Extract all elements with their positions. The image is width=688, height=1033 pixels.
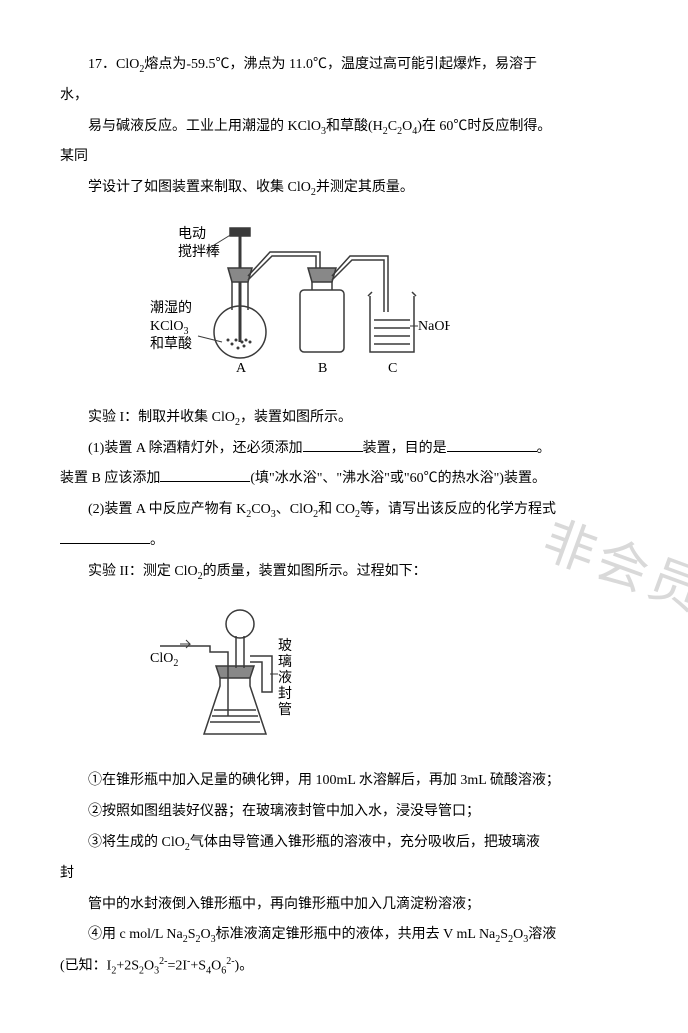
step1: ①在锥形瓶中加入足量的碘化钾，用 100mL 水溶解后，再加 3mL 硫酸溶液； [60, 766, 638, 797]
step6: (已知：I2+2S2O32-=2I-+S4O62-)。 [60, 951, 638, 982]
fig2-label-t1: 玻 [278, 638, 292, 654]
blank-3 [160, 467, 250, 482]
fig2-label-t2: 璃 [278, 653, 292, 670]
line-2: 水， [60, 81, 638, 112]
step4: 管中的水封液倒入锥形瓶中，再向锥形瓶中加入几滴淀粉溶液； [60, 890, 638, 921]
q2-line1: (2)装置 A 中反应产物有 K2CO3、ClO2和 CO2等，请写出该反应的化… [60, 495, 638, 526]
q1-line1: (1)装置 A 除酒精灯外，还必须添加装置，目的是。 [60, 434, 638, 465]
step2: ②按照如图组装好仪器；在玻璃液封管中加入水，浸没导管口； [60, 797, 638, 828]
fig1-label-motor: 电动 [178, 226, 206, 242]
fig1-label-stir: 搅拌棒 [178, 244, 220, 260]
exp2: 实验 II：测定 ClO2的质量，装置如图所示。过程如下： [60, 557, 638, 588]
fig2-label-t4: 封 [278, 686, 292, 702]
step3b: 封 [60, 859, 638, 890]
fig1-label-acid: 和草酸 [150, 336, 192, 352]
line-3: 易与碱液反应。工业上用潮湿的 KClO3和草酸(H2C2O4)在 60℃时反应制… [60, 112, 638, 143]
fig1-label-a: A [236, 361, 247, 376]
blank-2 [447, 437, 537, 452]
q2-line2: 。 [60, 526, 638, 557]
step5: ④用 c mol/L Na2S2O3标准液滴定锥形瓶中的液体，共用去 V mL … [60, 920, 638, 951]
fig1-label-kclo3: KClO3 [150, 319, 188, 337]
line-5: 学设计了如图装置来制取、收集 ClO2并测定其质量。 [60, 173, 638, 204]
fig1-label-c: C [388, 361, 397, 376]
q1-line2: 装置 B 应该添加(填"冰水浴"、"沸水浴"或"60℃的热水浴")装置。 [60, 464, 638, 495]
fig1-label-naoh: NaOH [418, 319, 450, 334]
exp1: 实验 I：制取并收集 ClO2，装置如图所示。 [60, 403, 638, 434]
line-1: 17．ClO2熔点为-59.5℃，沸点为 11.0℃，温度过高可能引起爆炸，易溶… [60, 50, 638, 81]
step3a: ③将生成的 ClO2气体由导管通入锥形瓶的溶液中，充分吸收后，把玻璃液 [60, 828, 638, 859]
figure-2: ClO2 玻 璃 液 封 管 [150, 596, 638, 759]
figure-1: 电动 搅拌棒 潮湿的 KClO3 和草酸 A B C NaOH [150, 212, 638, 395]
q-number: 17． [88, 57, 116, 72]
fig2-label-t3: 液 [278, 670, 292, 686]
fig2-label-clo2: ClO2 [150, 651, 178, 669]
blank-1 [303, 437, 363, 452]
line-4: 某同 [60, 142, 638, 173]
fig2-label-t5: 管 [278, 702, 292, 718]
blank-4 [60, 529, 150, 544]
fig1-label-wet: 潮湿的 [150, 300, 192, 316]
fig1-label-b: B [318, 361, 327, 376]
